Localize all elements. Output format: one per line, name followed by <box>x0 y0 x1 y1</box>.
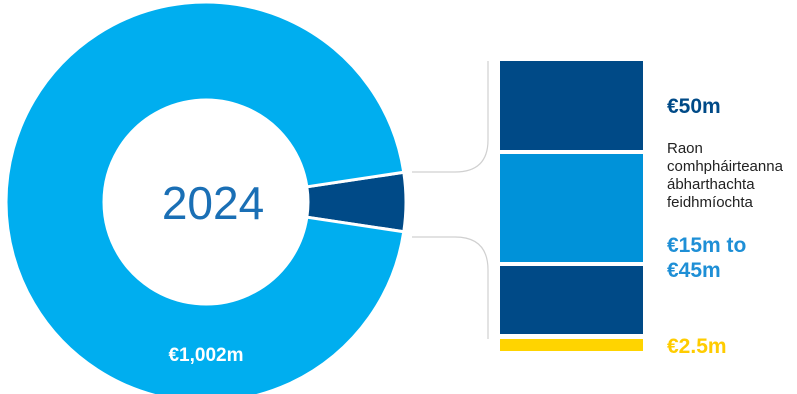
breakdown-segment-lower <box>500 266 643 334</box>
breakdown-segment-top <box>500 61 643 150</box>
range-description: Raon comhpháirteanna ábharthachta feidhm… <box>667 140 783 211</box>
connector-lines <box>412 61 489 339</box>
breakdown-top-value-label: €50m <box>667 95 721 118</box>
breakdown-stack <box>500 61 643 351</box>
donut-total-label: €1,002m <box>168 345 243 366</box>
breakdown-bottom-value-label: €2.5m <box>667 335 727 358</box>
donut-center-year: 2024 <box>162 177 264 229</box>
connector-line-bottom <box>412 236 489 339</box>
breakdown-segment-range <box>500 154 643 262</box>
breakdown-segment-yellow <box>500 339 643 351</box>
connector-line-top <box>412 61 489 173</box>
range-value-label: €15m to €45m <box>667 234 747 282</box>
